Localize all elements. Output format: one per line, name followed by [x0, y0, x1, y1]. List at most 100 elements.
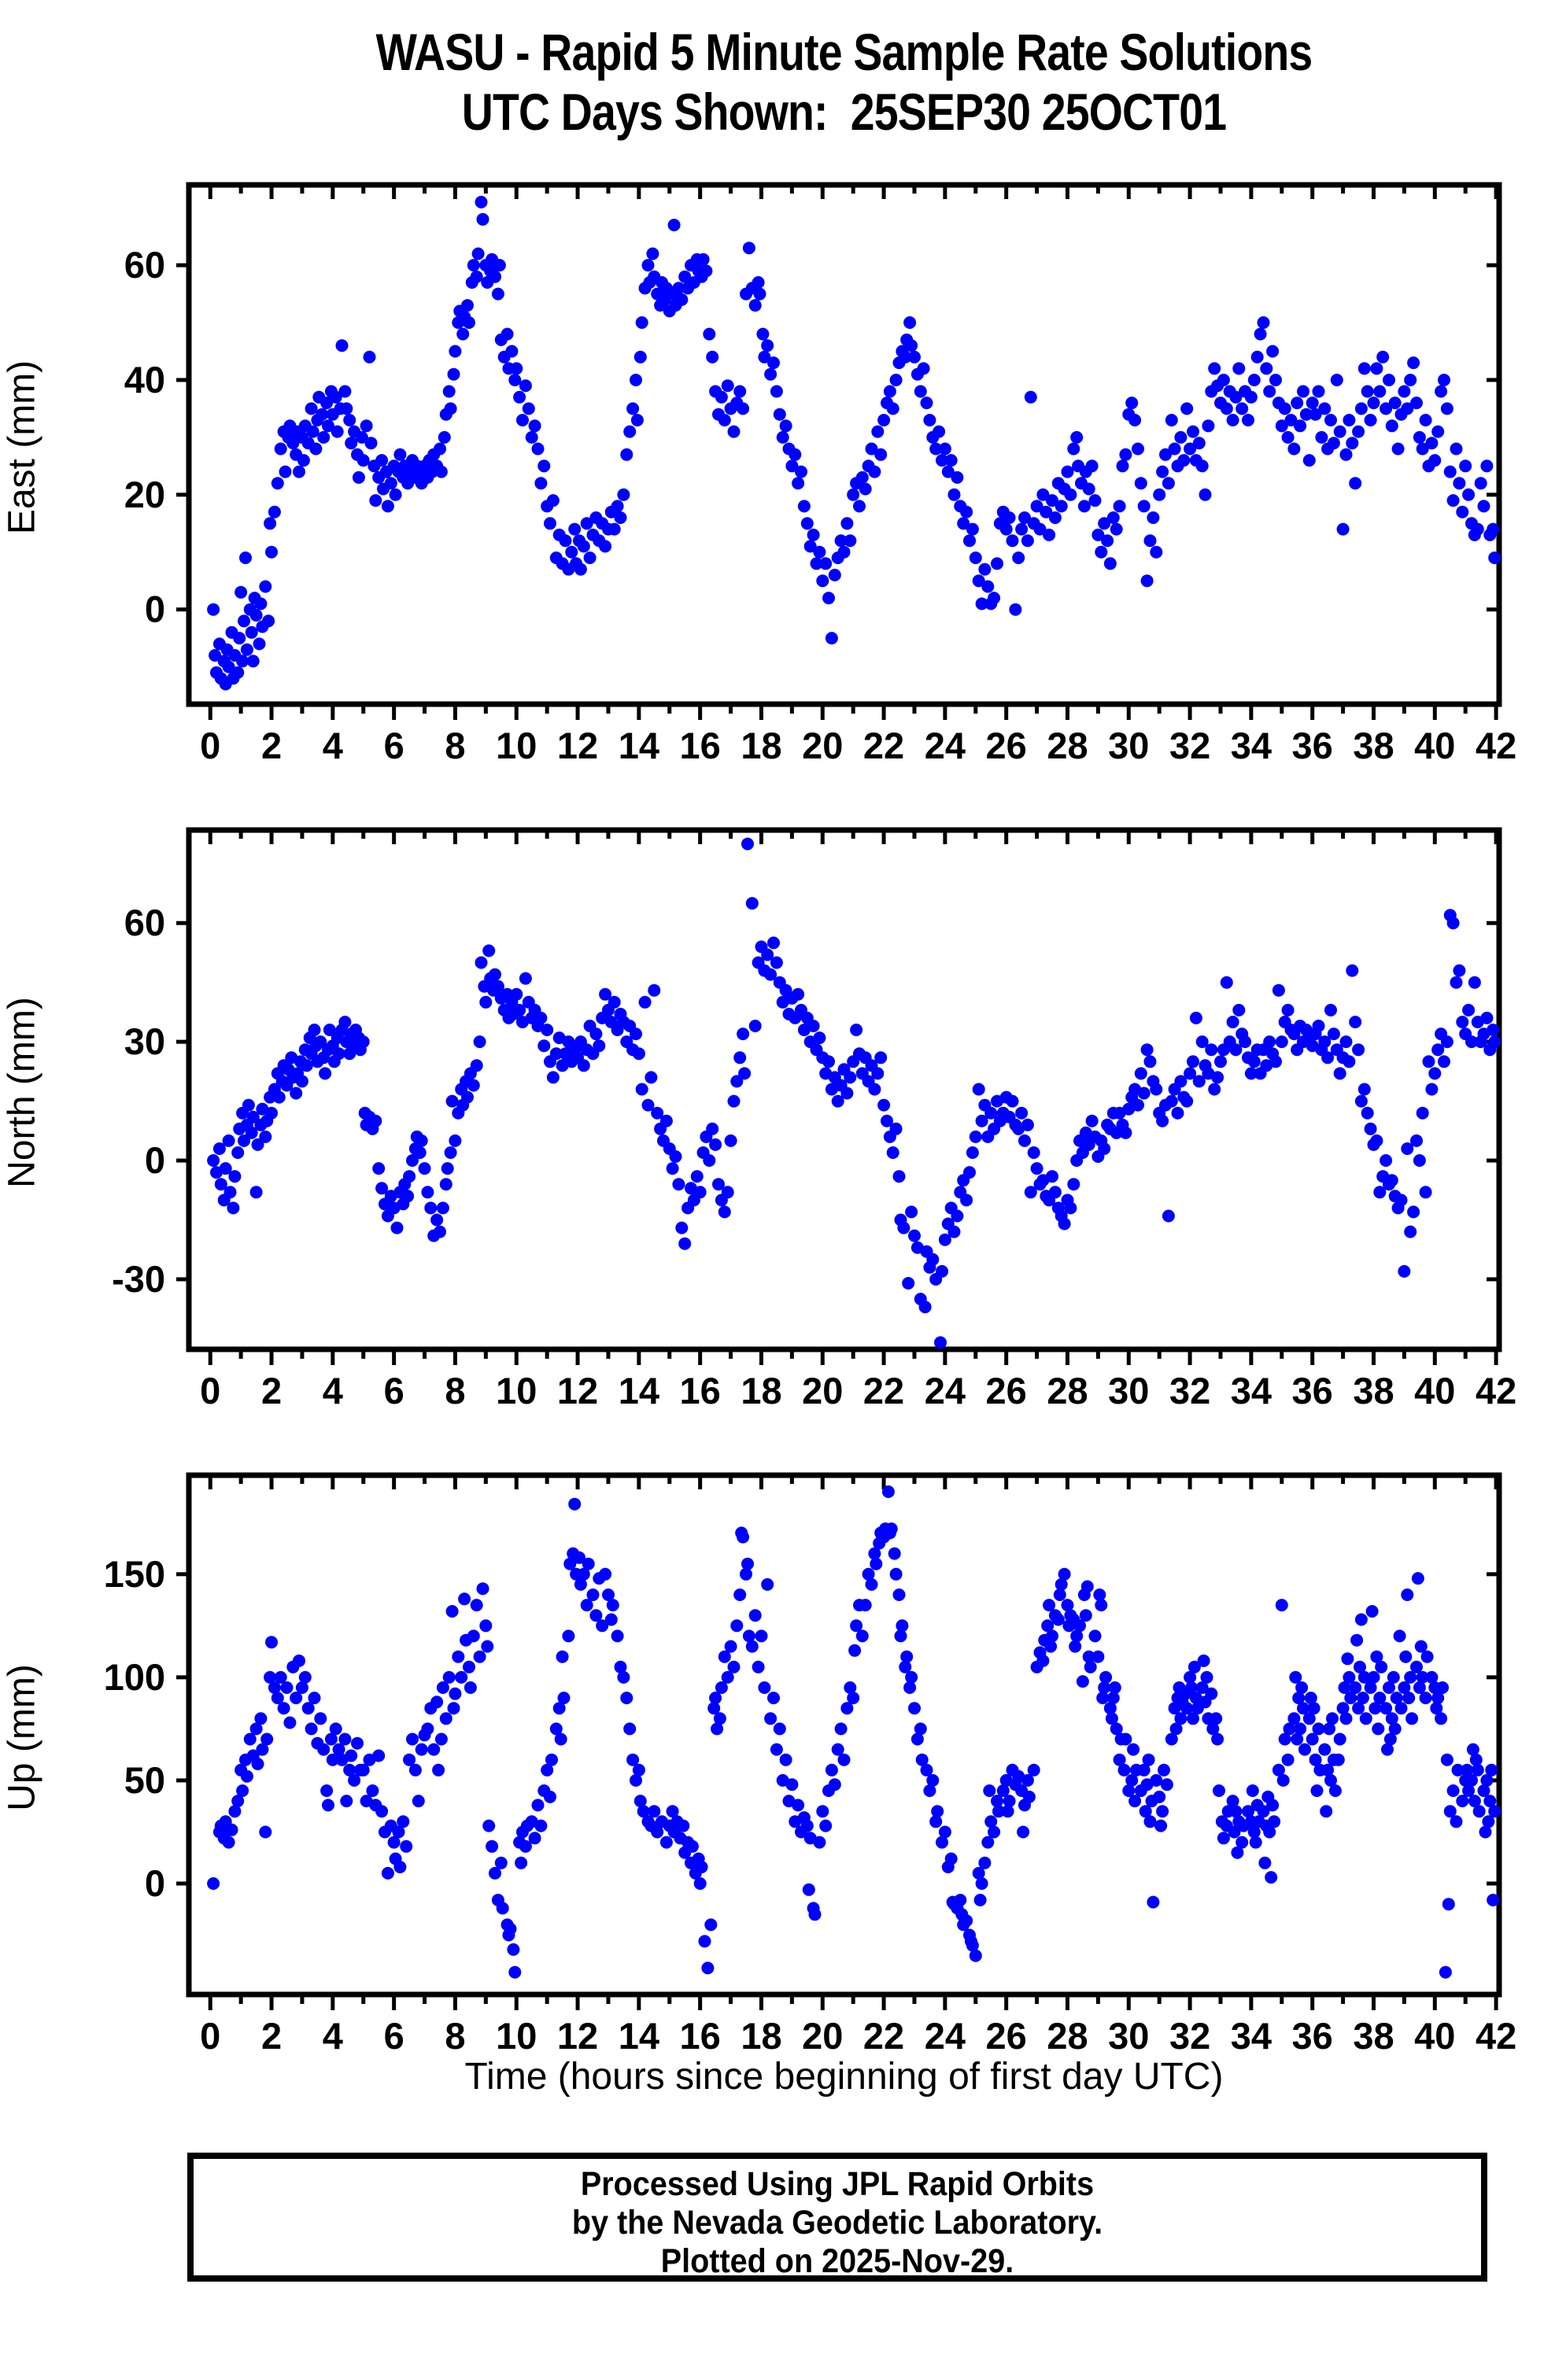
up-data-point	[896, 1619, 909, 1633]
east-data-point	[847, 488, 860, 501]
up-data-point	[1070, 1629, 1084, 1643]
east-data-point	[1416, 442, 1429, 456]
up-data-point	[372, 1749, 386, 1762]
up-data-point	[332, 1743, 345, 1756]
footer-line: by the Nevada Geodetic Laboratory.	[571, 2204, 1103, 2242]
up-data-point	[1383, 1681, 1395, 1694]
up-data-point	[969, 1949, 982, 1962]
north-data-point	[489, 968, 501, 981]
east-data-point	[1410, 397, 1423, 410]
east-data-point	[1236, 402, 1249, 415]
up-data-point	[489, 1866, 501, 1880]
north-data-point	[251, 1138, 264, 1151]
east-data-point	[1269, 374, 1282, 386]
north-data-point	[1187, 1055, 1199, 1068]
up-data-point	[1184, 1670, 1197, 1684]
east-data-point	[470, 270, 483, 283]
up-data-point	[1465, 1773, 1478, 1787]
up-data-point	[1160, 1778, 1173, 1791]
x-tick-label: 42	[1476, 725, 1516, 766]
up-data-point	[758, 1681, 771, 1694]
east-data-point	[434, 465, 448, 478]
east-data-point	[703, 327, 716, 341]
up-data-point	[1398, 1681, 1411, 1694]
up-plot-frame	[186, 1472, 1502, 1998]
up-data-point	[1154, 1819, 1168, 1832]
north-data-point	[918, 1301, 932, 1314]
up-data-point	[345, 1749, 358, 1762]
east-data-point	[914, 385, 927, 398]
x-tick-label: 18	[741, 2015, 781, 2057]
east-data-point	[1064, 488, 1077, 501]
north-data-point	[905, 1205, 918, 1219]
up-data-point	[1394, 1702, 1408, 1715]
up-data-point	[737, 1530, 750, 1544]
up-data-point	[1339, 1712, 1353, 1725]
up-data-point	[730, 1619, 744, 1633]
north-data-point	[467, 1079, 480, 1092]
up-data-point	[1022, 1790, 1036, 1803]
up-data-point	[741, 1557, 754, 1570]
east-data-point	[1021, 534, 1034, 548]
up-data-point	[439, 1712, 452, 1725]
up-data-point	[1119, 1732, 1132, 1746]
east-data-point	[696, 253, 710, 266]
north-data-point	[813, 1031, 826, 1045]
east-data-point	[1217, 374, 1230, 386]
x-tick-label: 4	[323, 725, 343, 766]
north-data-point	[669, 1150, 682, 1163]
y-tick-label: 30	[124, 1020, 165, 1062]
east-data-point	[1398, 385, 1411, 398]
north-data-point	[1488, 1035, 1501, 1049]
up-data-point	[436, 1681, 449, 1694]
north-data-point	[390, 1221, 404, 1234]
up-data-point	[1139, 1805, 1152, 1818]
up-data-point	[482, 1819, 496, 1832]
north-data-point	[659, 1114, 673, 1127]
north-data-point	[703, 1154, 716, 1167]
up-data-point	[733, 1589, 747, 1601]
east-data-point	[963, 534, 976, 548]
y-tick-label: 50	[124, 1759, 165, 1801]
east-data-point	[1354, 402, 1368, 415]
up-data-point	[589, 1609, 603, 1622]
up-data-point	[1055, 1577, 1068, 1591]
up-data-point	[515, 1856, 528, 1869]
up-data-point	[1276, 1773, 1290, 1787]
north-data-point	[761, 948, 774, 961]
east-data-point	[1438, 374, 1450, 386]
up-data-point	[432, 1763, 445, 1777]
up-data-point	[582, 1557, 595, 1570]
up-data-point	[494, 1856, 508, 1869]
north-data-point	[608, 995, 621, 1009]
north-data-point	[1239, 1035, 1252, 1049]
east-data-point	[1070, 430, 1084, 444]
east-data-point	[599, 540, 612, 553]
north-data-point	[1205, 1043, 1218, 1057]
up-data-point	[544, 1790, 556, 1803]
north-data-point	[1137, 1087, 1151, 1100]
x-tick-label: 38	[1353, 1370, 1394, 1411]
up-data-point	[1385, 1712, 1398, 1725]
up-data-point	[1156, 1805, 1169, 1818]
east-data-point	[929, 442, 943, 456]
x-tick-label: 2	[261, 725, 282, 766]
east-data-point	[938, 442, 951, 456]
east-data-point	[500, 327, 514, 341]
east-data-point	[461, 299, 474, 312]
north-data-point	[242, 1098, 255, 1112]
east-data-point	[384, 477, 397, 490]
x-tick-label: 6	[384, 2015, 404, 2057]
north-data-point	[1404, 1225, 1417, 1238]
up-data-point	[1096, 1692, 1110, 1705]
east-data-point	[1180, 402, 1194, 415]
east-data-point	[1195, 459, 1209, 473]
east-data-point	[369, 494, 382, 507]
up-data-point	[740, 1567, 752, 1581]
east-data-point	[672, 282, 685, 295]
east-data-point	[1088, 494, 1102, 507]
up-data-point	[1174, 1712, 1187, 1725]
up-data-point	[1003, 1795, 1016, 1808]
up-data-point	[1336, 1702, 1350, 1715]
up-data-point	[1393, 1629, 1406, 1643]
